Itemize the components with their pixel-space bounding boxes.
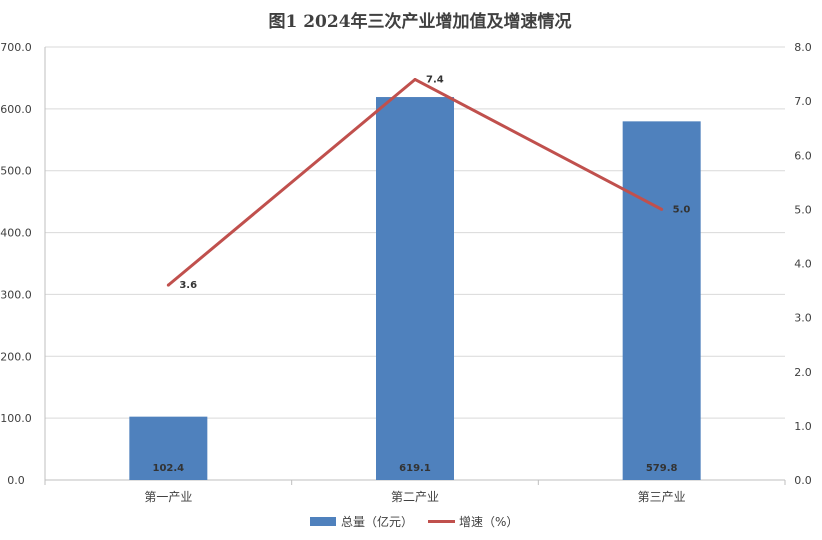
line-value-label: 3.6: [179, 280, 197, 291]
bar-value-label: 579.8: [646, 463, 678, 474]
line-value-label: 7.4: [426, 74, 444, 85]
legend-line-label: 增速（%）: [459, 515, 518, 529]
category-label: 第三产业: [638, 490, 686, 504]
left-tick-label: 100.0: [0, 412, 32, 425]
bar-value-label: 619.1: [399, 463, 431, 474]
bar: [622, 121, 701, 480]
bar-series: 102.4 619.1 579.8: [129, 97, 701, 481]
line-point: [166, 283, 170, 287]
right-tick-label: 5.0: [794, 203, 812, 216]
line-value-label: 5.0: [673, 204, 691, 215]
right-tick-label: 8.0: [794, 41, 812, 54]
left-tick-label: 400.0: [0, 227, 32, 240]
left-axis: 0.0 100.0 200.0 300.0 400.0 500.0 600.0 700.0: [0, 41, 46, 487]
bar: [129, 416, 208, 480]
line-point: [413, 77, 417, 81]
right-tick-label: 4.0: [794, 258, 812, 271]
legend-bar-label: 总量（亿元）: [341, 514, 413, 529]
category-label: 第二产业: [391, 490, 439, 504]
right-tick-label: 0.0: [794, 474, 812, 487]
right-tick-label: 7.0: [794, 95, 812, 108]
right-tick-label: 2.0: [794, 366, 812, 379]
chart-title: 图1 2024年三次产业增加值及增速情况: [268, 11, 571, 32]
category-axis: 第一产业 第二产业 第三产业: [44, 480, 786, 504]
legend: 总量（亿元） 增速（%）: [310, 514, 518, 529]
right-tick-label: 6.0: [794, 149, 812, 162]
right-axis: 0.0 1.0 2.0 3.0 4.0 5.0 6.0 7.0 8.0: [794, 41, 812, 487]
category-label: 第一产业: [144, 490, 192, 504]
left-tick-label: 500.0: [0, 165, 32, 178]
bar-value-label: 102.4: [153, 463, 185, 474]
line-point: [660, 207, 664, 211]
left-tick-label: 700.0: [0, 41, 32, 54]
legend-bar-swatch: [310, 517, 336, 526]
left-tick-label: 200.0: [0, 350, 32, 363]
right-tick-label: 1.0: [794, 420, 812, 433]
left-tick-label: 600.0: [0, 103, 32, 116]
line-series: 3.6 7.4 5.0: [166, 74, 691, 291]
right-tick-label: 3.0: [794, 312, 812, 325]
left-tick-label: 300.0: [0, 288, 32, 301]
bar: [376, 97, 454, 481]
left-tick-label: 0.0: [7, 474, 25, 487]
